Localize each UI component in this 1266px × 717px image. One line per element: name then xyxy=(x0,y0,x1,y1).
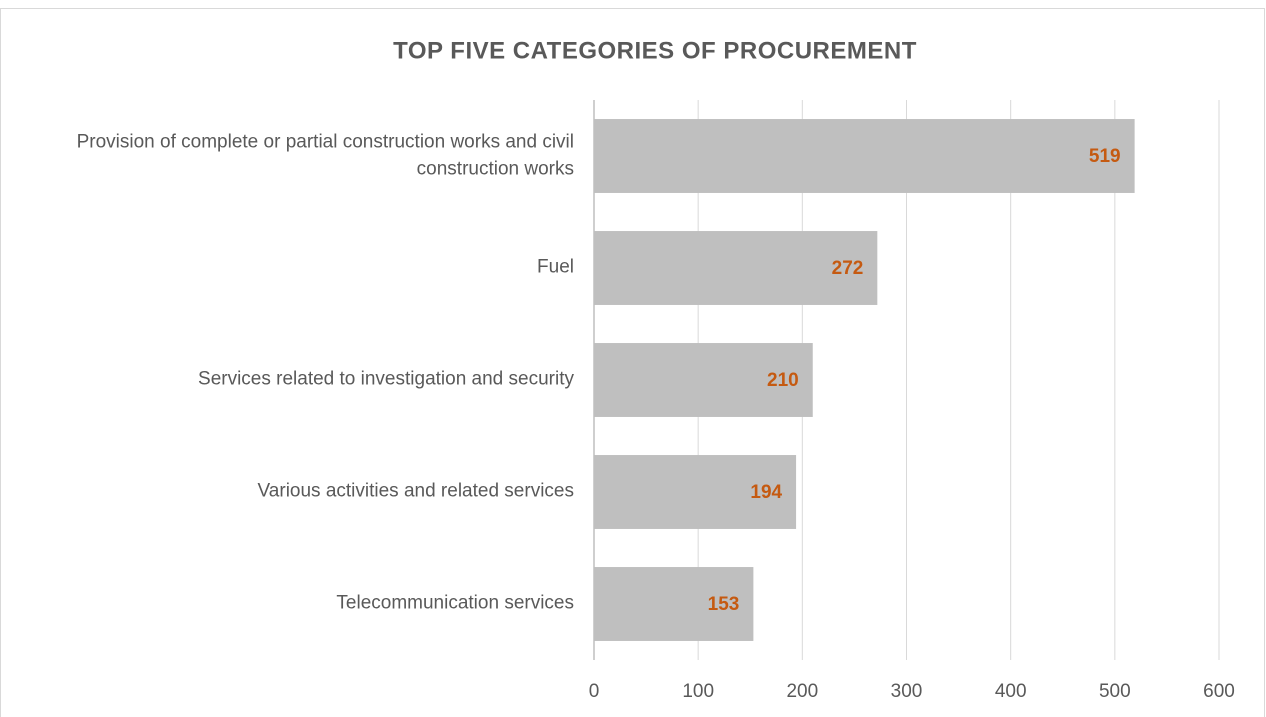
chart-title: TOP FIVE CATEGORIES OF PROCUREMENT xyxy=(393,37,917,64)
y-tick-label: Provision of complete or partial constru… xyxy=(76,131,574,179)
bar xyxy=(594,567,754,641)
bar xyxy=(594,119,1135,193)
x-tick-label: 300 xyxy=(891,681,923,702)
data-label: 272 xyxy=(832,258,864,279)
bar xyxy=(594,231,878,305)
x-tick-label: 100 xyxy=(682,681,714,702)
bar xyxy=(594,455,797,529)
y-tick-label: Various activities and related services xyxy=(257,480,574,502)
y-tick-label: Telecommunication services xyxy=(336,592,574,614)
x-tick-label: 400 xyxy=(995,681,1027,702)
bar xyxy=(594,343,813,417)
data-label: 210 xyxy=(767,370,799,391)
y-tick-label: Services related to investigation and se… xyxy=(198,368,574,390)
x-tick-label: 200 xyxy=(786,681,818,702)
data-label: 519 xyxy=(1089,146,1121,167)
x-tick-label: 0 xyxy=(589,681,600,702)
x-tick-label: 600 xyxy=(1203,681,1235,702)
x-tick-label: 500 xyxy=(1099,681,1131,702)
data-label: 194 xyxy=(750,482,782,503)
y-tick-label: Fuel xyxy=(537,256,574,278)
data-label: 153 xyxy=(708,594,740,615)
